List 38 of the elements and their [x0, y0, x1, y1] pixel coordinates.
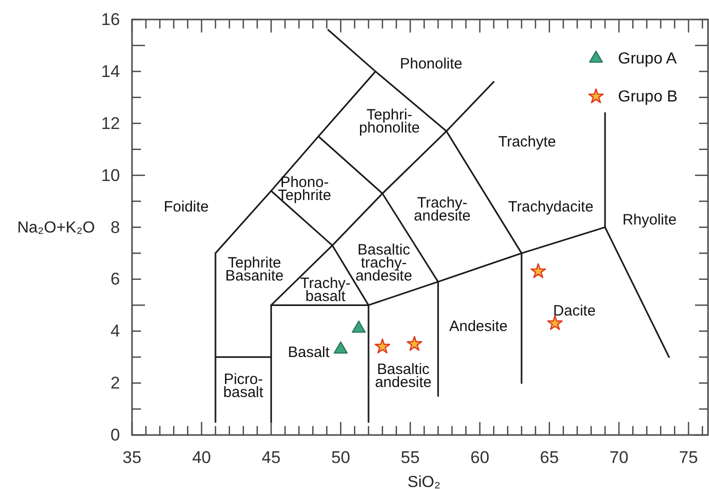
annotation: Tephri- phonolite	[358, 106, 420, 136]
annotation: Phono- Tephrite	[278, 173, 332, 204]
annotation: Trachydacite	[508, 198, 594, 215]
annotation: Andesite	[449, 317, 508, 334]
annotation: Phonolite	[400, 55, 462, 72]
y-tick-label: 6	[110, 270, 120, 289]
x-tick-label: 65	[540, 448, 559, 467]
annotation: Picro- basalt	[223, 370, 264, 401]
y-tick-label: 0	[110, 426, 120, 444]
annotation: Trachy- andesite	[414, 194, 471, 224]
x-tick-label: 45	[262, 448, 281, 467]
annotation: Foidite	[164, 198, 209, 215]
annotation: Dacite	[553, 302, 596, 319]
annotation: Tephrite Basanite	[225, 254, 284, 284]
x-tick-label: 70	[609, 448, 628, 467]
y-tick-label: 8	[110, 218, 120, 237]
y-tick-label: 16	[101, 10, 120, 29]
x-tick-label: 60	[470, 448, 490, 467]
y-tick-label: 4	[110, 322, 120, 341]
x-tick-label: 50	[331, 448, 350, 467]
x-tick-label: 35	[122, 448, 142, 467]
x-axis-title: SiO₂	[408, 474, 440, 489]
annotation: Trachy- basalt	[300, 274, 351, 305]
annotation: Basalt	[288, 343, 330, 360]
y-tick-label: 10	[101, 166, 120, 185]
y-tick-label: 2	[110, 374, 120, 393]
annotation: Basaltic andesite	[374, 360, 432, 390]
legend-label: Grupo A	[618, 50, 678, 67]
y-tick-label: 14	[101, 62, 120, 81]
y-axis-title: Na₂O+K₂O	[17, 218, 95, 236]
annotation: Basaltic trachy- andesite	[355, 240, 412, 284]
x-tick-label: 75	[679, 448, 698, 467]
annotation: Trachyte	[498, 133, 556, 150]
legend-label: Grupo B	[618, 88, 678, 105]
y-tick-label: 12	[101, 114, 120, 133]
annotation: Rhyolite	[622, 210, 677, 228]
x-tick-label: 55	[400, 448, 420, 467]
x-tick-label: 40	[192, 448, 212, 467]
